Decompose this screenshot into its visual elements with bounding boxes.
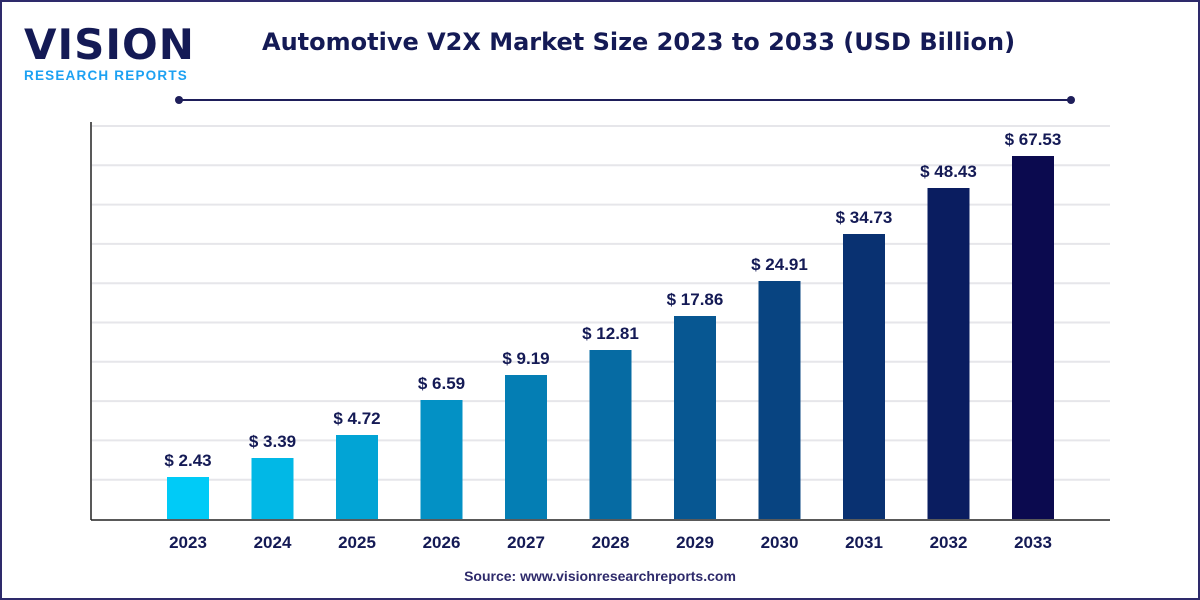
x-tick-label: 2032 (930, 533, 968, 552)
bar-2033 (1012, 156, 1054, 519)
data-label: $ 9.19 (502, 349, 549, 368)
bar-2032 (927, 188, 970, 519)
bar-2024 (251, 458, 294, 519)
bar-2026 (420, 400, 463, 519)
data-label: $ 34.73 (836, 208, 893, 227)
x-tick-label: 2028 (592, 533, 630, 552)
x-tick-label: 2031 (845, 533, 883, 552)
x-tick-label: 2024 (254, 533, 292, 552)
data-label: $ 3.39 (249, 432, 296, 451)
bar-2029 (674, 316, 716, 519)
bar-2023 (167, 477, 209, 519)
data-label: $ 24.91 (751, 255, 808, 274)
x-tick-label: 2030 (761, 533, 799, 552)
x-tick-label: 2025 (338, 533, 376, 552)
title-divider (179, 99, 1071, 101)
data-label: $ 17.86 (667, 290, 724, 309)
data-label: $ 12.81 (582, 324, 639, 343)
chart-title: Automotive V2X Market Size 2023 to 2033 … (262, 28, 1016, 56)
bar-2031 (843, 234, 885, 519)
x-tick-label: 2027 (507, 533, 545, 552)
logo-subtitle: RESEARCH REPORTS (24, 68, 188, 83)
logo-word: VISION (24, 20, 195, 69)
data-label: $ 48.43 (920, 162, 977, 181)
x-tick-label: 2023 (169, 533, 207, 552)
bar-2028 (589, 350, 632, 519)
divider-dot-right (1067, 96, 1075, 104)
logo: VISION RESEARCH REPORTS (24, 20, 195, 84)
bar-2025 (336, 435, 378, 519)
source-text: Source: www.visionresearchreports.com (464, 568, 736, 584)
x-tick-label: 2026 (423, 533, 461, 552)
x-tick-label: 2033 (1014, 533, 1052, 552)
data-label: $ 2.43 (164, 451, 211, 470)
data-label: $ 67.53 (1005, 130, 1062, 149)
bar-2030 (758, 281, 801, 519)
divider-dot-left (175, 96, 183, 104)
data-label: $ 6.59 (418, 374, 465, 393)
bar-2027 (505, 375, 547, 519)
x-tick-label: 2029 (676, 533, 714, 552)
data-label: $ 4.72 (333, 409, 380, 428)
